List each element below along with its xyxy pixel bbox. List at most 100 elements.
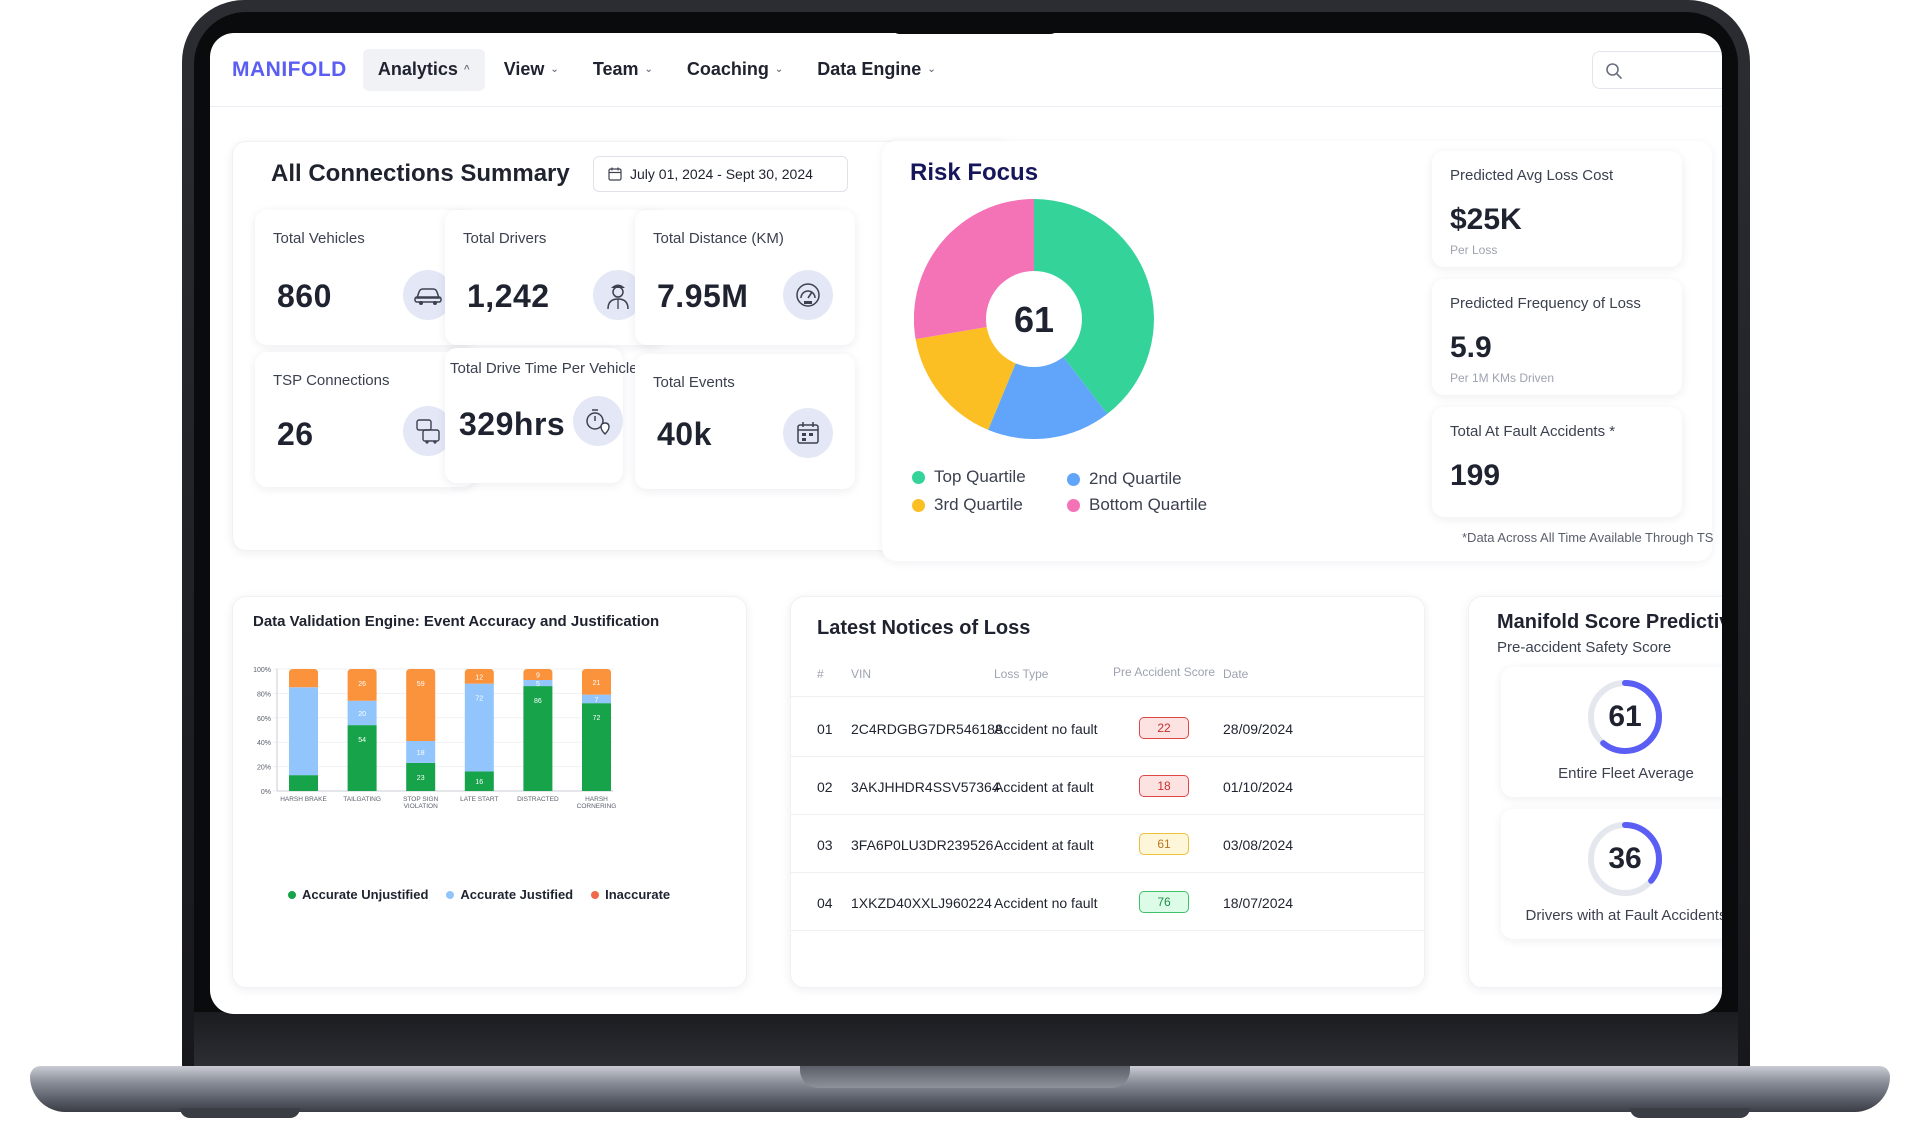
stat-value: 40k	[657, 416, 712, 452]
date-range-picker[interactable]: July 01, 2024 - Sept 30, 2024	[593, 156, 848, 192]
legend-inaccurate: Inaccurate	[591, 887, 670, 902]
stat-label: Total Events	[653, 374, 735, 391]
events-icon	[783, 408, 833, 458]
legend-dot	[1067, 498, 1080, 512]
metric-value: 199	[1450, 459, 1501, 492]
cell-date: 18/07/2024	[1223, 895, 1294, 911]
stat-label: Total Vehicles	[273, 230, 365, 247]
laptop-opening-notch	[800, 1066, 1130, 1088]
table-row[interactable]: 02 3AKJHHDR4SSV57364 Accident at fault 01/1…	[791, 757, 1424, 815]
data-label: 5	[536, 681, 540, 688]
legend-label: Accurate Unjustified	[302, 887, 429, 902]
risk-center-value: 61	[1014, 299, 1054, 340]
cell-date: 28/09/2024	[1223, 721, 1294, 737]
legend-bottom-quartile: Bottom Quartile	[1067, 495, 1207, 515]
stat-label: Total Drivers	[463, 230, 547, 247]
search-input[interactable]	[1592, 51, 1722, 89]
legend-dot	[1067, 472, 1080, 486]
col-loss-type: Loss Type	[994, 667, 1049, 681]
y-tick-label: 80%	[257, 691, 271, 698]
cell-number: 04	[817, 895, 833, 911]
nav-data-engine[interactable]: Data Engine ⌄	[802, 49, 950, 91]
x-tick-label: HARSH BRAKE	[280, 796, 327, 803]
bar-segment	[406, 669, 436, 741]
bar-segment	[464, 771, 494, 791]
y-tick-label: 100%	[253, 667, 271, 674]
bar-segment	[289, 669, 318, 688]
nav-coaching-label: Coaching	[686, 59, 769, 79]
stat-total-drive-time[interactable]: Total Drive Time Per Vehicle 329hrs	[445, 348, 638, 483]
score-ring	[1588, 822, 1662, 896]
manifold-logo[interactable]: MANIFOLD	[232, 57, 347, 81]
bar-segment	[523, 679, 553, 687]
x-tick-label: LATE START	[460, 796, 498, 803]
stat-label: Total Drive Time Per Vehicle	[450, 360, 638, 377]
stat-value: 26	[277, 416, 314, 452]
stat-total-distance[interactable]: Total Distance (KM) 7.95M	[635, 210, 855, 345]
bar-segment	[347, 669, 377, 701]
nav-coaching[interactable]: Coaching ⌄	[672, 49, 798, 91]
vehicles-icon	[403, 406, 453, 456]
risk-focus-title: Risk Focus	[910, 159, 1039, 186]
bar-segment	[347, 725, 377, 791]
risk-donut-chart[interactable]: 61	[914, 199, 1154, 439]
chevron-down-icon: ⌄	[927, 64, 936, 75]
legend-label: Bottom Quartile	[1089, 495, 1208, 514]
chevron-down-icon: ⌄	[550, 64, 559, 75]
nav-view[interactable]: View ⌄	[489, 49, 574, 91]
notices-of-loss-panel: Latest Notices of Loss # VIN Loss Type P…	[790, 596, 1425, 988]
stat-total-vehicles[interactable]: Total Vehicles 860	[255, 210, 475, 345]
score-card-fleet-average[interactable]: 61 Entire Fleet Average	[1501, 667, 1722, 797]
stopwatch-location-icon	[573, 396, 623, 446]
metric-label: Predicted Avg Loss Cost	[1450, 167, 1614, 184]
table-header: # VIN Loss Type Pre Accident Score Date	[791, 665, 1424, 697]
col-pre-accident-score: Pre Accident Score	[1113, 665, 1216, 679]
metric-value: $25K	[1450, 203, 1522, 236]
legend-dot	[591, 890, 600, 899]
data-label: 20	[358, 711, 366, 718]
table-row[interactable]: 01 2C4RDGBG7DR546188 Accident no fault 28/0…	[791, 699, 1424, 757]
nav-team[interactable]: Team ⌄	[578, 49, 668, 91]
metric-at-fault-accidents[interactable]: Total At Fault Accidents * 199	[1432, 407, 1682, 517]
score-badge: 76	[1139, 891, 1189, 913]
stat-value: 7.95M	[657, 278, 749, 314]
score-card-at-fault-drivers[interactable]: 36 Drivers with at Fault Accidents	[1501, 809, 1722, 939]
nav-analytics[interactable]: Analytics ^	[362, 48, 485, 91]
slice-2nd-quartile[interactable]	[988, 319, 1108, 439]
table-row[interactable]: 03 3FA6P0LU3DR239526 Accident at fault 03/0…	[791, 815, 1424, 873]
laptop-chin	[194, 1012, 1738, 1072]
y-tick-label: 40%	[257, 740, 271, 747]
score-value: 61	[1608, 700, 1642, 733]
stat-total-drivers[interactable]: Total Drivers 1,242	[445, 210, 665, 345]
cell-loss-type: Accident no fault	[994, 895, 1098, 911]
col-vin: VIN	[851, 667, 872, 681]
table-row[interactable]: 04 1XKZD40XXLJ960224 Accident no fault 18/0…	[791, 873, 1424, 931]
bar-segment	[289, 775, 318, 791]
bar-segment	[523, 669, 553, 680]
slice-top-quartile[interactable]	[1034, 199, 1154, 414]
nav-data-engine-label: Data Engine	[817, 59, 922, 79]
stat-tsp-connections[interactable]: TSP Connections 26	[255, 352, 475, 487]
date-range-text: July 01, 2024 - Sept 30, 2024	[630, 166, 813, 182]
chevron-up-icon: ^	[463, 64, 470, 75]
y-tick-label: 0%	[261, 789, 271, 796]
data-label: 9	[536, 672, 540, 679]
data-label: 21	[593, 680, 601, 687]
metric-avg-loss-cost[interactable]: Predicted Avg Loss Cost $25K Per Loss	[1432, 151, 1682, 267]
x-tick-label: DISTRACTED	[517, 796, 559, 803]
event-accuracy-chart[interactable]: 0% 20% 40% 60% 80% 100% HARSH BRAKE 54 20 26 TAILG…	[233, 657, 748, 872]
bar-segment	[406, 762, 436, 791]
stat-total-events[interactable]: Total Events 40k	[635, 354, 855, 489]
metric-frequency-of-loss[interactable]: Predicted Frequency of Loss 5.9 Per 1M K…	[1432, 279, 1682, 395]
score-badge: 18	[1139, 775, 1189, 797]
score-label: Entire Fleet Average	[1558, 765, 1694, 782]
stat-label: Total Distance (KM)	[653, 230, 784, 247]
data-label: 72	[593, 715, 601, 722]
score-badge: 61	[1139, 833, 1189, 855]
score-value: 36	[1608, 842, 1642, 875]
stat-value: 329hrs	[459, 406, 566, 442]
legend-label: 2nd Quartile	[1089, 469, 1182, 488]
stat-value: 1,242	[467, 278, 550, 314]
score-ring	[1588, 680, 1662, 754]
cell-loss-type: Accident at fault	[994, 779, 1094, 795]
